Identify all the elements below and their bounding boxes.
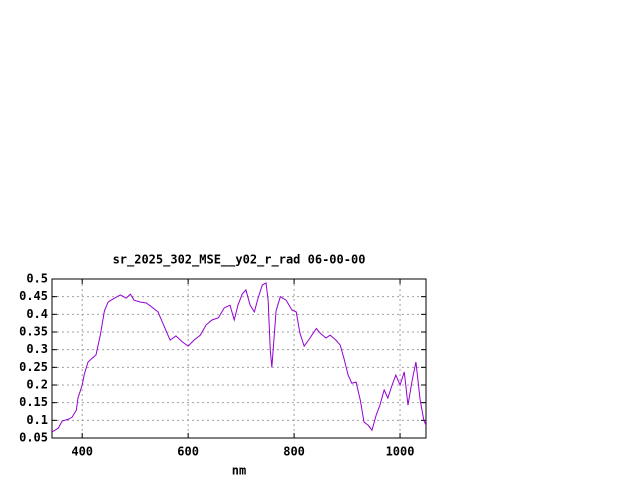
y-tick-label: 0.4 (26, 307, 48, 321)
y-tick-label: 0.2 (26, 378, 48, 392)
y-tick-label: 0.5 (26, 272, 48, 286)
x-tick-label: 400 (71, 445, 93, 459)
y-tick-label: 0.35 (19, 325, 48, 339)
y-tick-label: 0.25 (19, 360, 48, 374)
x-axis-label: nm (232, 464, 246, 478)
y-tick-label: 0.15 (19, 395, 48, 409)
y-tick-label: 0.45 (19, 289, 48, 303)
y-tick-label: 0.1 (26, 413, 48, 427)
x-tick-label: 600 (177, 445, 199, 459)
data-line (51, 282, 427, 433)
y-tick-label: 0.3 (26, 342, 48, 356)
x-tick-label: 1000 (386, 445, 415, 459)
y-tick-label: 0.05 (19, 431, 48, 445)
chart-title: sr_2025_302_MSE__y02_r_rad 06-00-00 (113, 253, 366, 268)
x-tick-label: 800 (283, 445, 305, 459)
plot-border (51, 278, 427, 439)
